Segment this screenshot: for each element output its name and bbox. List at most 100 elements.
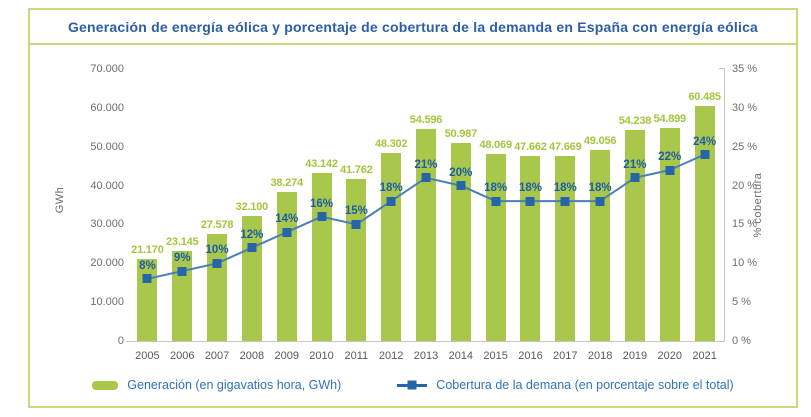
coverage-value-label: 12%	[240, 228, 264, 241]
coverage-value-label: 10%	[205, 244, 229, 257]
generation-bar	[520, 155, 541, 341]
x-axis-tick-label: 2012	[378, 350, 404, 362]
x-axis-tick-label: 2017	[553, 350, 578, 362]
generation-bar	[241, 216, 262, 341]
coverage-marker	[665, 165, 675, 175]
x-axis-labels: 2005 2006 2007 2008 2009 2010 2011 2012 2013 2014…	[130, 350, 722, 364]
axis-tick-label: 10 %	[732, 257, 758, 270]
legend-coverage-label: Cobertura de la demana (en porcentaje so…	[436, 378, 734, 392]
generation-bar	[694, 106, 715, 341]
coverage-marker	[595, 196, 605, 206]
axis-tick-label: 0 %	[732, 335, 751, 347]
coverage-swatch-icon	[397, 380, 428, 390]
legend: Generación (en gigavatios hora, GWh) Cob…	[30, 376, 796, 394]
coverage-value-label: 18%	[518, 182, 542, 195]
x-axis-tick-label: 2015	[483, 350, 508, 362]
plot-area: 21.170 8% 23.145 9% 27.578 10% 32.100 12% 38.274…	[130, 69, 722, 341]
coverage-value-label: 9%	[173, 252, 191, 265]
x-axis-tick-label: 2010	[309, 350, 334, 362]
generation-value-label: 60.485	[688, 91, 721, 103]
title-bar: Generación de energía eólica y porcentaj…	[30, 10, 796, 45]
generation-value-label: 38.274	[270, 177, 303, 190]
coverage-value-label: 8%	[139, 259, 156, 272]
coverage-marker	[491, 196, 501, 206]
chart-title: Generación de energía eólica y porcentaj…	[67, 18, 759, 35]
generation-bar	[381, 153, 402, 341]
coverage-marker	[630, 173, 640, 183]
axis-tick-label: 40.000	[90, 179, 124, 192]
y-axis-right-line	[719, 68, 725, 342]
generation-bar	[137, 258, 158, 341]
coverage-marker	[456, 181, 466, 191]
x-axis-tick-label: 2007	[204, 350, 230, 362]
generation-bar	[555, 155, 576, 341]
generation-value-label: 41.762	[340, 163, 373, 176]
generation-value-label: 54.596	[409, 113, 443, 126]
x-axis-tick-label: 2016	[518, 350, 543, 362]
x-axis-tick-label: 2020	[657, 350, 682, 362]
axis-tick-label: 25 %	[732, 140, 758, 153]
coverage-marker	[247, 243, 257, 253]
coverage-marker	[560, 196, 570, 206]
coverage-value-label: 20%	[449, 166, 473, 179]
generation-value-label: 32.100	[235, 201, 269, 214]
x-axis-tick-label: 2009	[274, 350, 299, 362]
axis-tick-label: 60.000	[90, 101, 124, 114]
generation-value-label: 49.056	[583, 135, 617, 148]
axis-tick-label: 30.000	[90, 218, 124, 231]
coverage-marker	[317, 212, 327, 222]
coverage-value-label: 18%	[588, 182, 612, 195]
generation-swatch-icon	[92, 380, 119, 390]
generation-bar	[659, 127, 680, 341]
axis-tick-label: 20.000	[90, 257, 124, 270]
coverage-value-label: 21%	[623, 158, 647, 171]
coverage-marker	[282, 227, 292, 237]
coverage-marker-icon	[407, 380, 417, 390]
generation-value-label: 43.142	[305, 158, 338, 171]
coverage-value-label: 18%	[553, 182, 577, 195]
axis-tick-label: 35 %	[732, 63, 758, 75]
coverage-marker	[421, 173, 431, 183]
coverage-value-label: 15%	[344, 205, 368, 218]
generation-value-label: 27.578	[200, 218, 234, 231]
x-axis-tick-label: 2011	[344, 350, 369, 362]
coverage-line	[130, 69, 722, 341]
x-axis-tick-label: 2021	[692, 350, 717, 362]
axis-tick-label: 0	[117, 335, 124, 347]
coverage-marker	[142, 274, 152, 284]
generation-value-label: 21.170	[131, 243, 164, 256]
generation-value-label: 47.669	[549, 140, 582, 153]
coverage-value-label: 18%	[379, 182, 403, 195]
generation-value-label: 48.069	[479, 139, 512, 152]
generation-value-label: 48.302	[374, 138, 408, 151]
axis-tick-label: 5 %	[732, 296, 751, 309]
axis-tick-label: 15 %	[732, 218, 758, 231]
generation-bar	[172, 251, 193, 341]
generation-value-label: 54.899	[653, 112, 687, 125]
coverage-marker	[351, 219, 361, 229]
x-axis-line	[126, 341, 724, 342]
x-axis-tick-label: 2006	[169, 350, 195, 362]
coverage-marker	[212, 258, 222, 268]
axis-tick-label: 70.000	[90, 63, 124, 75]
coverage-marker	[177, 266, 187, 276]
generation-bar	[450, 142, 471, 341]
x-axis-tick-label: 2018	[587, 350, 613, 362]
coverage-value-label: 14%	[275, 213, 299, 226]
axis-tick-label: 20 %	[732, 179, 758, 192]
axis-tick-label: 10.000	[90, 296, 124, 309]
generation-value-label: 23.145	[166, 236, 199, 249]
x-axis-tick-label: 2014	[448, 350, 474, 362]
legend-item-coverage: Cobertura de la demana (en porcentaje so…	[397, 378, 734, 392]
coverage-value-label: 21%	[414, 158, 438, 171]
coverage-marker	[700, 150, 710, 159]
legend-item-generation: Generación (en gigavatios hora, GWh)	[92, 378, 341, 392]
y-axis-left-ticks: 70.000 60.000 50.000 40.000 30.000 20.000 10.0…	[50, 63, 124, 347]
axis-tick-label: 50.000	[90, 140, 124, 153]
chart-frame: Generación de energía eólica y porcentaj…	[28, 8, 798, 408]
legend-generation-label: Generación (en gigavatios hora, GWh)	[127, 378, 342, 392]
coverage-marker	[525, 196, 535, 206]
generation-value-label: 54.238	[618, 115, 652, 128]
x-axis-tick-label: 2008	[239, 350, 265, 362]
coverage-marker	[386, 196, 396, 206]
